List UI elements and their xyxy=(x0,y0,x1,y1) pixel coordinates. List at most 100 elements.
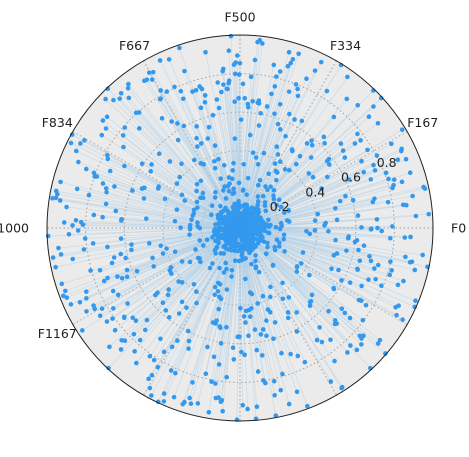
data-point xyxy=(230,191,236,197)
data-point xyxy=(203,49,208,55)
data-point xyxy=(315,211,321,217)
data-point xyxy=(118,90,124,96)
data-point xyxy=(366,114,372,120)
stem-line xyxy=(72,227,241,260)
polar-frame-circle xyxy=(46,34,434,422)
data-point xyxy=(105,275,110,281)
stem-line xyxy=(239,227,364,337)
data-point xyxy=(245,406,250,412)
stem-line xyxy=(58,227,241,249)
data-point xyxy=(355,266,360,272)
data-point xyxy=(68,140,74,146)
data-point xyxy=(134,268,140,274)
stem-line xyxy=(184,70,241,229)
data-point xyxy=(82,236,88,241)
data-point xyxy=(258,110,263,116)
data-point xyxy=(175,137,181,143)
data-point xyxy=(231,186,236,192)
data-point xyxy=(394,312,399,318)
data-point xyxy=(307,272,312,278)
data-point xyxy=(200,243,206,248)
data-point xyxy=(148,169,154,174)
data-point xyxy=(164,89,170,94)
data-point xyxy=(110,316,115,321)
data-point xyxy=(249,261,254,267)
data-point xyxy=(73,148,79,154)
data-point xyxy=(244,192,250,197)
stem-line xyxy=(239,227,405,238)
data-point xyxy=(336,267,341,273)
data-point xyxy=(243,320,248,325)
data-point xyxy=(255,301,260,306)
data-point xyxy=(88,268,93,273)
data-point xyxy=(172,84,177,90)
data-point xyxy=(286,207,291,213)
stem-line xyxy=(239,159,399,229)
data-point xyxy=(53,264,58,270)
stem-line xyxy=(239,227,386,354)
stem-line xyxy=(239,116,370,229)
data-point xyxy=(142,78,147,84)
stem-line xyxy=(86,227,241,293)
data-point xyxy=(297,153,303,159)
data-point xyxy=(388,259,393,264)
stem-line xyxy=(239,104,359,229)
radial-gridline-1 xyxy=(162,150,318,306)
data-point xyxy=(45,233,51,239)
data-point xyxy=(197,238,203,243)
stem-line xyxy=(192,227,241,383)
angular-tick-label: F334 xyxy=(330,38,361,53)
data-point xyxy=(221,162,227,168)
data-point xyxy=(295,86,300,92)
data-point xyxy=(216,395,221,400)
data-point xyxy=(245,101,251,107)
data-point xyxy=(408,234,413,240)
data-point xyxy=(271,193,276,198)
data-point xyxy=(194,300,199,306)
data-point xyxy=(122,125,128,130)
data-point xyxy=(229,247,234,253)
data-point xyxy=(177,174,183,180)
data-point xyxy=(58,252,64,257)
data-point xyxy=(346,234,351,239)
data-point xyxy=(129,242,134,247)
data-point xyxy=(281,232,287,238)
data-point xyxy=(368,258,374,264)
data-point xyxy=(177,45,182,51)
data-point xyxy=(68,302,74,307)
data-point xyxy=(280,280,285,286)
radial-gridline-3 xyxy=(85,73,395,383)
data-point xyxy=(243,256,248,261)
data-point xyxy=(319,339,325,345)
data-point xyxy=(379,283,384,288)
data-point xyxy=(181,123,187,129)
data-point xyxy=(421,184,426,190)
data-point xyxy=(125,85,131,91)
stem-line xyxy=(189,227,241,399)
data-point xyxy=(146,70,152,75)
data-point xyxy=(121,315,127,321)
data-point xyxy=(332,358,337,364)
data-point xyxy=(207,265,213,271)
stem-line xyxy=(239,227,348,353)
data-point xyxy=(338,141,344,146)
data-point xyxy=(164,246,169,251)
data-point xyxy=(179,192,185,198)
stem-line xyxy=(84,139,241,229)
stem-line xyxy=(132,227,241,319)
stem-line xyxy=(239,88,298,229)
data-point xyxy=(221,82,226,87)
data-point xyxy=(106,365,111,371)
data-point xyxy=(119,275,125,281)
data-point xyxy=(97,313,103,318)
data-point xyxy=(331,114,337,120)
data-point xyxy=(226,80,231,86)
data-point xyxy=(168,368,174,373)
data-point xyxy=(387,272,393,278)
data-point xyxy=(255,100,261,106)
angular-tick-label: F500 xyxy=(224,10,255,25)
stem-line xyxy=(135,227,241,322)
data-point xyxy=(247,314,253,319)
stem-line xyxy=(239,61,322,229)
angular-tick-label: F1167 xyxy=(38,326,77,341)
